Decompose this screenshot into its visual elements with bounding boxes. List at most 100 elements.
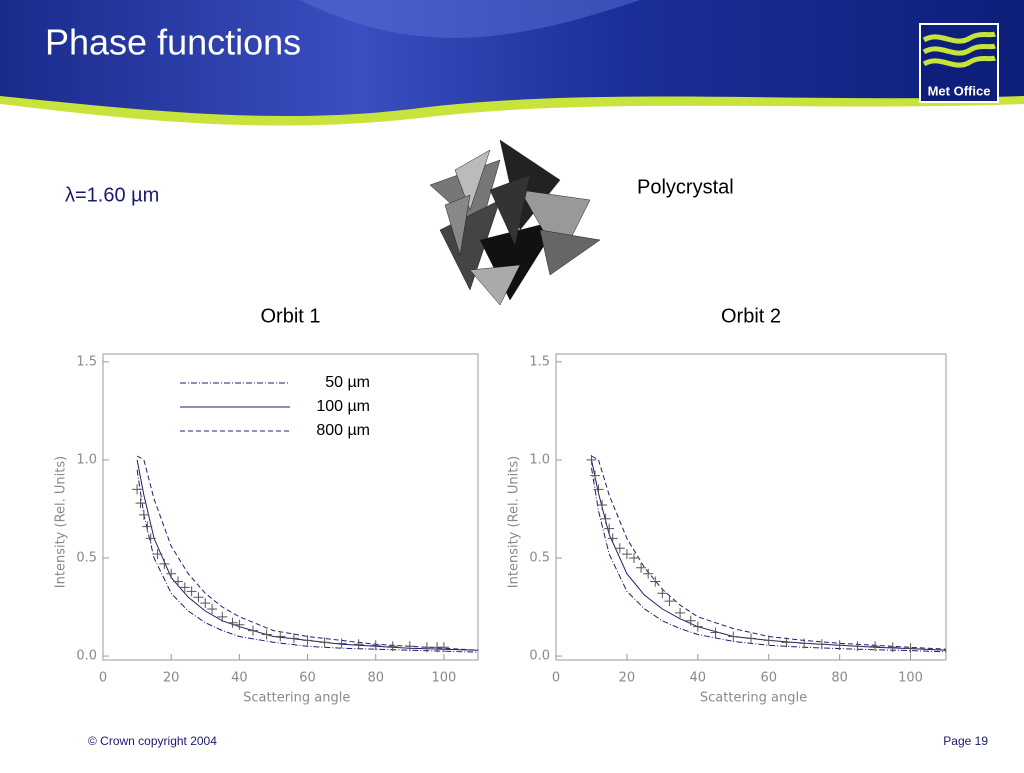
data-point xyxy=(438,642,449,653)
x-tick-label: 60 xyxy=(299,671,316,686)
data-point xyxy=(336,638,347,649)
data-point xyxy=(132,484,143,495)
data-point xyxy=(643,568,654,579)
data-point xyxy=(370,640,381,651)
legend-label: 100 µm xyxy=(316,398,370,415)
data-point xyxy=(166,568,177,579)
y-axis-label: Intensity (Rel. Units) xyxy=(54,456,69,588)
data-point xyxy=(692,621,703,632)
data-point xyxy=(319,637,330,648)
x-axis-label: Scattering angle xyxy=(243,691,350,706)
x-tick-label: 20 xyxy=(619,671,636,686)
data-point xyxy=(302,635,313,646)
y-tick-label: 0.0 xyxy=(76,649,97,664)
data-point xyxy=(870,641,881,652)
data-point xyxy=(387,641,398,652)
data-point xyxy=(586,454,597,465)
x-tick-label: 0 xyxy=(99,671,107,686)
data-point xyxy=(763,635,774,646)
data-point xyxy=(288,633,299,644)
logo-text: Met Office xyxy=(928,83,991,98)
chart-title: Orbit 2 xyxy=(721,305,781,327)
data-point xyxy=(353,639,364,650)
data-point xyxy=(152,549,163,560)
y-tick-label: 1.5 xyxy=(529,354,550,369)
y-tick-label: 1.0 xyxy=(529,452,550,467)
data-point xyxy=(746,633,756,644)
data-point xyxy=(657,588,668,599)
data-point xyxy=(905,643,916,654)
data-point xyxy=(217,611,228,622)
data-point xyxy=(186,586,197,597)
x-tick-label: 60 xyxy=(760,671,777,686)
data-point xyxy=(261,629,272,640)
data-point xyxy=(142,521,153,532)
data-point xyxy=(138,509,149,520)
x-tick-label: 80 xyxy=(831,671,848,686)
x-tick-label: 100 xyxy=(898,671,923,686)
legend-label: 50 µm xyxy=(325,374,370,391)
data-point xyxy=(173,576,183,587)
header-swoosh xyxy=(0,96,1024,126)
plot-frame xyxy=(102,353,479,661)
data-point xyxy=(421,642,432,653)
polycrystal-image xyxy=(429,139,601,306)
data-point xyxy=(600,513,611,524)
series-line xyxy=(136,455,479,651)
y-axis-label: Intensity (Rel. Units) xyxy=(507,456,522,588)
logo: Met Office xyxy=(919,23,999,103)
y-tick-label: 1.0 xyxy=(76,452,97,467)
x-tick-label: 80 xyxy=(367,671,384,686)
data-point xyxy=(159,558,170,569)
header-band xyxy=(0,0,1024,120)
data-point xyxy=(887,642,898,653)
data-point xyxy=(200,598,211,609)
data-point xyxy=(607,533,618,544)
data-point xyxy=(728,631,739,642)
x-tick-label: 100 xyxy=(431,671,456,686)
x-tick-label: 20 xyxy=(163,671,180,686)
plot-frame xyxy=(555,353,947,661)
page-number: Page 19 xyxy=(943,734,988,748)
y-tick-label: 0.0 xyxy=(529,649,550,664)
series-line xyxy=(591,455,947,650)
data-point xyxy=(145,533,156,544)
data-point xyxy=(404,641,415,652)
data-point xyxy=(135,498,146,509)
y-tick-label: 0.5 xyxy=(529,551,550,566)
x-axis-label: Scattering angle xyxy=(700,691,807,706)
data-point xyxy=(275,631,286,642)
header-highlight xyxy=(300,0,640,38)
x-tick-label: 40 xyxy=(231,671,248,686)
data-point xyxy=(227,617,238,628)
x-tick-label: 40 xyxy=(690,671,707,686)
data-point xyxy=(664,596,675,607)
wavelength: λ=1.60 µm xyxy=(65,184,159,206)
data-point xyxy=(816,639,827,650)
data-point xyxy=(685,615,696,626)
data-point xyxy=(650,576,661,587)
series-line xyxy=(136,469,479,653)
data-point xyxy=(629,553,639,563)
series-line xyxy=(136,459,479,651)
copyright: © Crown copyright 2004 xyxy=(88,734,217,748)
series-line xyxy=(591,459,947,651)
data-point xyxy=(193,592,204,603)
data-point xyxy=(590,470,600,481)
data-point xyxy=(834,640,845,651)
data-point xyxy=(621,549,632,560)
data-point xyxy=(593,484,604,495)
data-point xyxy=(179,582,190,593)
legend-label: 800 µm xyxy=(316,422,370,439)
data-point xyxy=(852,641,863,652)
chart: Orbit 2 0 20 40 60 80 100 0.0 0.5 1.0 1.5 Scatterin… xyxy=(507,305,947,706)
y-tick-label: 0.5 xyxy=(76,551,97,566)
chart: Orbit 1 0 20 40 60 80 100 0.0 0.5 1.0 1.5 Scatterin… xyxy=(54,305,479,706)
crystal-label: Polycrystal xyxy=(637,176,734,198)
chart-title: Orbit 1 xyxy=(260,305,320,327)
y-tick-label: 1.5 xyxy=(76,354,97,369)
data-point xyxy=(636,562,647,573)
series-line xyxy=(591,467,947,653)
